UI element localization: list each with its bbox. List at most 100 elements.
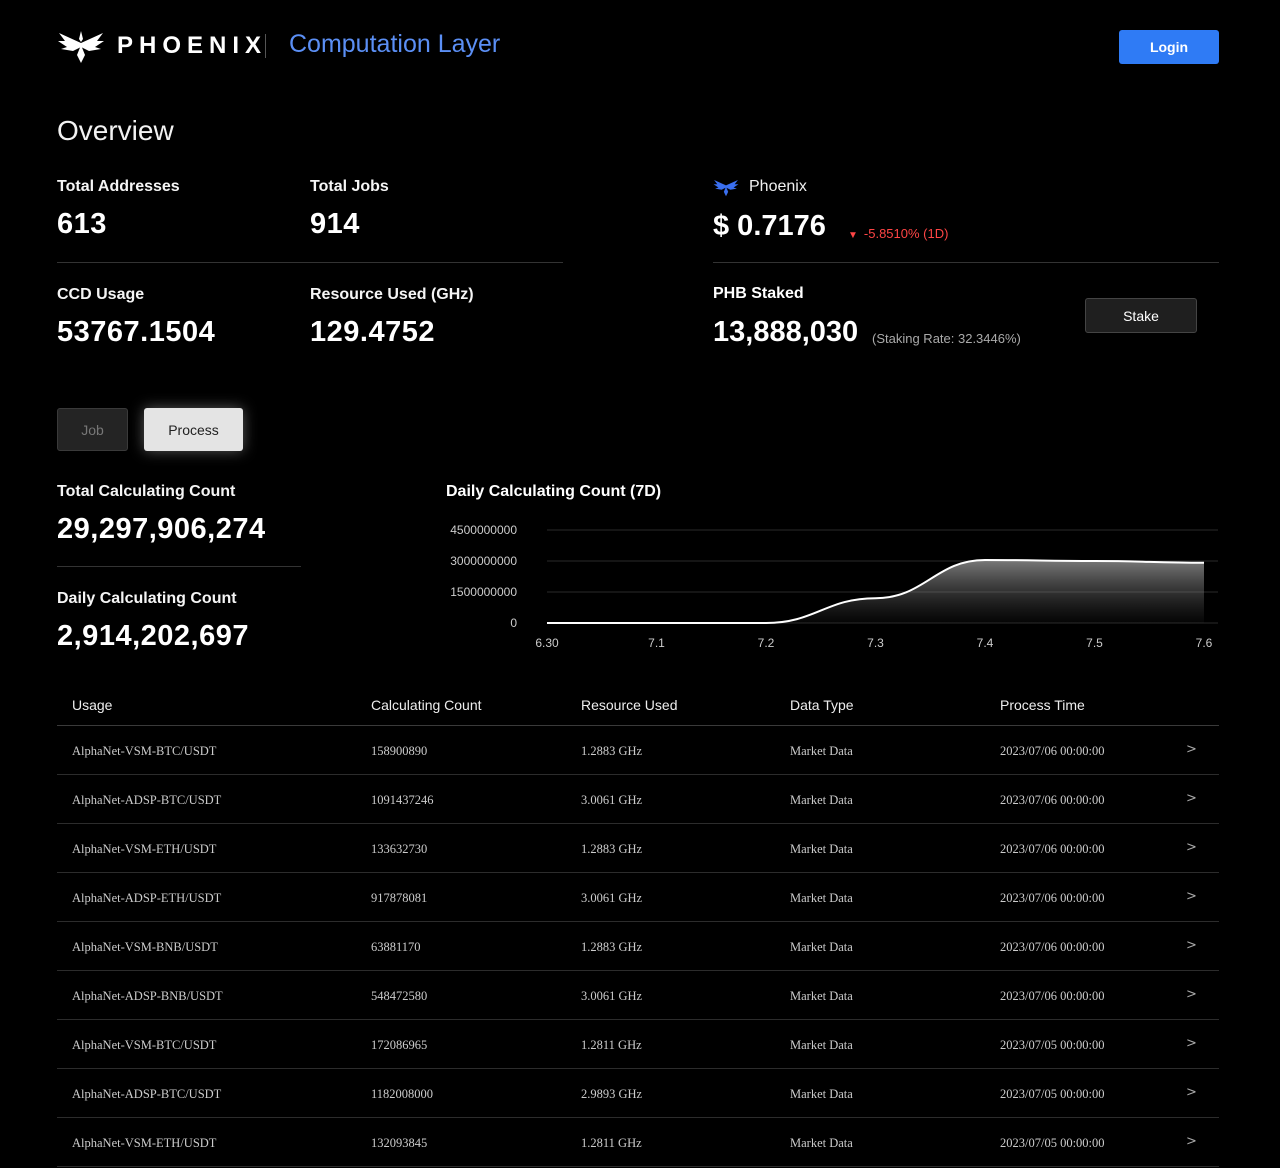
table-cell: 2023/07/06 00:00:00 bbox=[1000, 842, 1105, 856]
x-tick-label: 7.4 bbox=[977, 636, 994, 650]
table-cell: 2023/07/06 00:00:00 bbox=[1000, 989, 1105, 1003]
x-tick-label: 7.2 bbox=[758, 636, 775, 650]
table-cell: Market Data bbox=[790, 842, 853, 856]
table-cell: AlphaNet-ADSP-BTC/USDT bbox=[72, 793, 222, 807]
table-cell: Market Data bbox=[790, 793, 853, 807]
stat-label: Resource Used (GHz) bbox=[310, 286, 474, 303]
chevron-right-icon[interactable]: > bbox=[1186, 1085, 1197, 1100]
table-row[interactable]: AlphaNet-VSM-BTC/USDT 158900890 1.2883 GHz… bbox=[57, 726, 1219, 775]
chevron-right-icon[interactable]: > bbox=[1186, 889, 1197, 904]
column-header: Usage bbox=[72, 697, 113, 713]
table-cell: AlphaNet-ADSP-BNB/USDT bbox=[72, 989, 223, 1003]
table-cell: Market Data bbox=[790, 1136, 853, 1150]
table-cell: AlphaNet-VSM-BTC/USDT bbox=[72, 744, 217, 758]
table-cell: 2.9893 GHz bbox=[581, 1087, 643, 1101]
staked-label: PHB Staked bbox=[713, 285, 804, 302]
process-table: Usage Calculating Count Resource Used Data … bbox=[57, 683, 1219, 1167]
token-name: Phoenix bbox=[713, 177, 807, 197]
price-change-value: -5.8510% (1D) bbox=[863, 226, 949, 241]
table-cell: 1.2883 GHz bbox=[581, 842, 643, 856]
table-cell: 158900890 bbox=[371, 744, 428, 758]
app-title: Computation Layer bbox=[289, 30, 501, 58]
table-cell: 2023/07/06 00:00:00 bbox=[1000, 940, 1105, 954]
column-header: Calculating Count bbox=[371, 697, 482, 713]
table-cell: AlphaNet-ADSP-ETH/USDT bbox=[72, 891, 222, 905]
table-cell: 548472580 bbox=[371, 989, 428, 1003]
stat-label: Daily Calculating Count bbox=[57, 590, 237, 607]
x-tick-label: 7.3 bbox=[867, 636, 884, 650]
staked-value: 13,888,030 bbox=[713, 316, 859, 348]
table-cell: Market Data bbox=[790, 940, 853, 954]
table-cell: 172086965 bbox=[371, 1038, 428, 1052]
column-header: Resource Used bbox=[581, 697, 678, 713]
stat-total-calculating-count: Total Calculating Count 29,297,906,274 bbox=[57, 483, 266, 546]
brand-logo[interactable]: PHOENIX bbox=[57, 28, 267, 64]
table-row[interactable]: AlphaNet-ADSP-BNB/USDT 548472580 3.0061 GH… bbox=[57, 971, 1219, 1020]
table-cell: 1.2883 GHz bbox=[581, 744, 643, 758]
chevron-right-icon[interactable]: > bbox=[1186, 1134, 1197, 1149]
stat-label: Total Jobs bbox=[310, 178, 389, 195]
table-cell: Market Data bbox=[790, 1038, 853, 1052]
table-row[interactable]: AlphaNet-ADSP-ETH/USDT 917878081 3.0061 GH… bbox=[57, 873, 1219, 922]
tab-process[interactable]: Process bbox=[144, 408, 243, 451]
column-header: Data Type bbox=[790, 697, 854, 713]
table-row[interactable]: AlphaNet-ADSP-BTC/USDT 1091437246 3.0061 G… bbox=[57, 775, 1219, 824]
phoenix-logo-icon bbox=[58, 31, 104, 63]
chevron-right-icon[interactable]: > bbox=[1186, 987, 1197, 1002]
stat-value: 613 bbox=[57, 208, 107, 240]
staking-rate: (Staking Rate: 32.3446%) bbox=[872, 331, 1021, 346]
table-cell: 132093845 bbox=[371, 1136, 428, 1150]
table-cell: Market Data bbox=[790, 744, 853, 758]
table-cell: Market Data bbox=[790, 891, 853, 905]
table-cell: 3.0061 GHz bbox=[581, 793, 643, 807]
stat-value: 29,297,906,274 bbox=[57, 513, 266, 545]
table-cell: 3.0061 GHz bbox=[581, 989, 643, 1003]
caret-down-icon: ▼ bbox=[848, 230, 858, 241]
x-tick-label: 6.30 bbox=[535, 636, 559, 650]
table-cell: AlphaNet-VSM-BNB/USDT bbox=[72, 940, 218, 954]
tab-job[interactable]: Job bbox=[57, 408, 128, 451]
table-row[interactable]: AlphaNet-VSM-BNB/USDT 63881170 1.2883 GHz M… bbox=[57, 922, 1219, 971]
chevron-right-icon[interactable]: > bbox=[1186, 938, 1197, 953]
table-cell: 63881170 bbox=[371, 940, 421, 954]
y-tick-label: 3000000000 bbox=[450, 554, 517, 568]
y-tick-label: 1500000000 bbox=[450, 585, 517, 599]
chevron-right-icon[interactable]: > bbox=[1186, 791, 1197, 806]
stat-ccd-usage: CCD Usage 53767.1504 bbox=[57, 286, 215, 349]
token-name-label: Phoenix bbox=[749, 178, 807, 195]
table-cell: 2023/07/05 00:00:00 bbox=[1000, 1087, 1105, 1101]
stat-label: Total Addresses bbox=[57, 178, 180, 195]
chevron-right-icon[interactable]: > bbox=[1186, 1036, 1197, 1051]
stat-label: CCD Usage bbox=[57, 286, 145, 303]
table-cell: 2023/07/06 00:00:00 bbox=[1000, 793, 1105, 807]
token-price: $ 0.7176 bbox=[713, 210, 826, 242]
price-change: ▼ -5.8510% (1D) bbox=[848, 226, 948, 241]
table-cell: 3.0061 GHz bbox=[581, 891, 643, 905]
header: PHOENIX Computation Layer Login bbox=[57, 28, 1219, 68]
table-cell: 2023/07/05 00:00:00 bbox=[1000, 1038, 1105, 1052]
table-row[interactable]: AlphaNet-ADSP-BTC/USDT 1182008000 2.9893 G… bbox=[57, 1069, 1219, 1118]
chevron-right-icon[interactable]: > bbox=[1186, 840, 1197, 855]
table-row[interactable]: AlphaNet-VSM-ETH/USDT 132093845 1.2811 GHz… bbox=[57, 1118, 1219, 1167]
brand-name: PHOENIX bbox=[117, 32, 268, 59]
stat-value: 53767.1504 bbox=[57, 316, 216, 348]
divider bbox=[57, 262, 563, 263]
table-cell: 133632730 bbox=[371, 842, 428, 856]
chart-title: Daily Calculating Count (7D) bbox=[446, 483, 662, 500]
table-cell: 2023/07/06 00:00:00 bbox=[1000, 891, 1105, 905]
column-header: Process Time bbox=[1000, 697, 1085, 713]
stat-label: Total Calculating Count bbox=[57, 483, 236, 500]
login-button[interactable]: Login bbox=[1119, 30, 1219, 64]
table-body: AlphaNet-VSM-BTC/USDT 158900890 1.2883 GHz… bbox=[57, 726, 1219, 1167]
table-cell: 1.2811 GHz bbox=[581, 1038, 642, 1052]
table-cell: AlphaNet-VSM-BTC/USDT bbox=[72, 1038, 217, 1052]
header-divider bbox=[265, 34, 266, 58]
stat-daily-calculating-count: Daily Calculating Count 2,914,202,697 bbox=[57, 590, 249, 653]
chevron-right-icon[interactable]: > bbox=[1186, 742, 1197, 757]
table-row[interactable]: AlphaNet-VSM-ETH/USDT 133632730 1.2883 GHz… bbox=[57, 824, 1219, 873]
table-cell: 917878081 bbox=[371, 891, 428, 905]
stake-button[interactable]: Stake bbox=[1085, 298, 1197, 333]
table-row[interactable]: AlphaNet-VSM-BTC/USDT 172086965 1.2811 GHz… bbox=[57, 1020, 1219, 1069]
divider bbox=[57, 566, 301, 567]
stat-value: 914 bbox=[310, 208, 360, 240]
